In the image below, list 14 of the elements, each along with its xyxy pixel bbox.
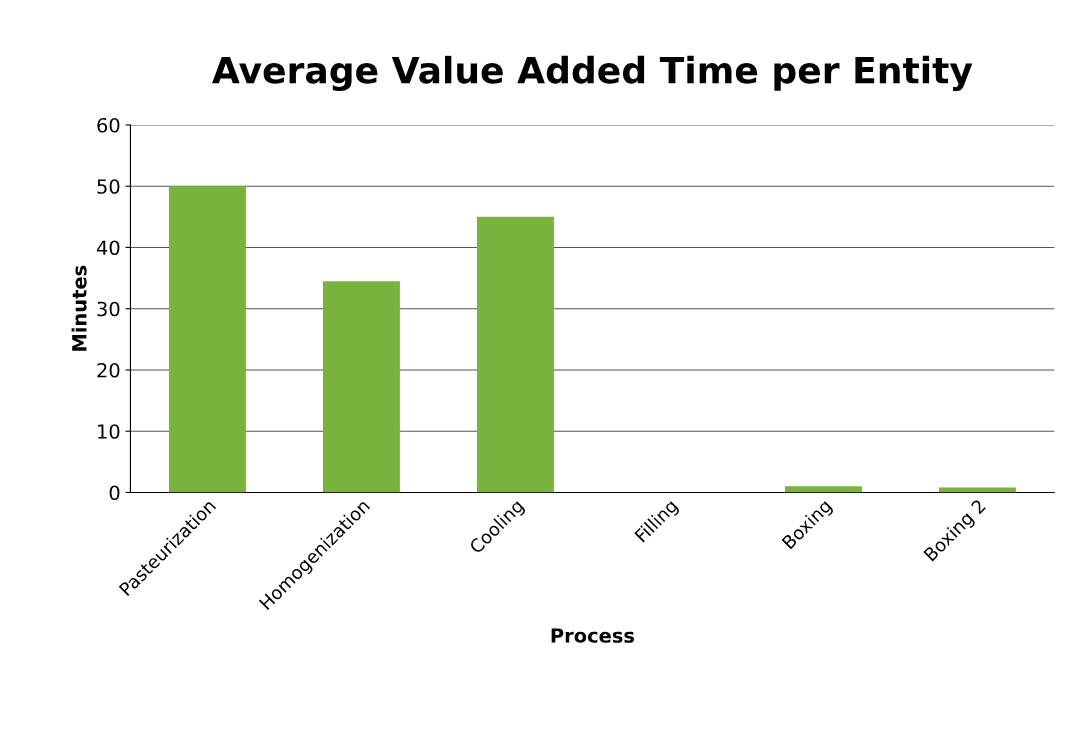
chart-title: Average Value Added Time per Entity	[212, 55, 973, 92]
y-tick-label: 30	[97, 301, 120, 317]
y-tick-label: 60	[97, 117, 120, 133]
y-tick-label: 20	[97, 362, 120, 378]
bar	[476, 216, 554, 493]
bar	[784, 486, 862, 493]
y-axis-title: Minutes	[71, 265, 87, 351]
x-axis-title: Process	[551, 628, 635, 643]
y-tick-label: 40	[96, 240, 120, 256]
y-tick-label: 50	[97, 179, 120, 194]
bar	[168, 186, 246, 493]
bar	[322, 281, 400, 493]
y-tick-label: 10	[98, 424, 120, 439]
y-tick-label: 0	[109, 485, 120, 501]
